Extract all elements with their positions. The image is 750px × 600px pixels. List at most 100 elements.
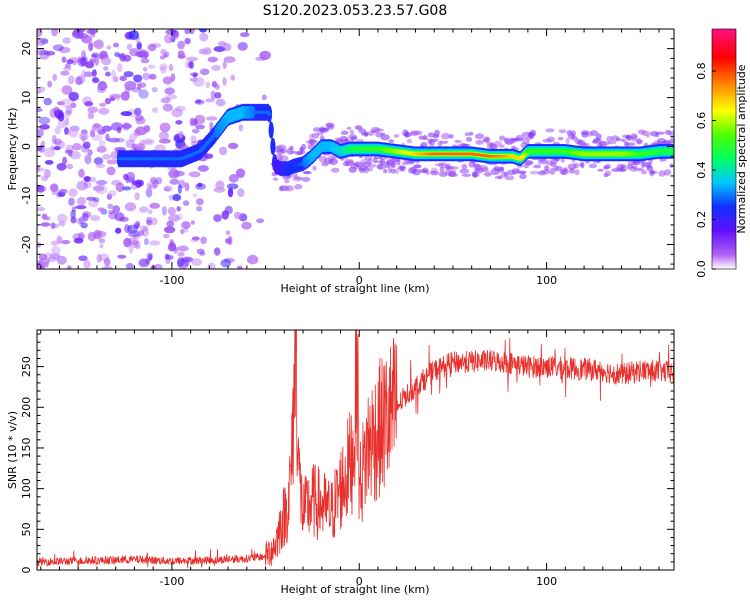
noise-blob	[114, 52, 120, 57]
noise-blob	[97, 207, 105, 212]
noise-blob	[80, 222, 88, 229]
snr-ytick-label: 0	[20, 567, 33, 574]
noise-blob	[124, 202, 137, 212]
spectrogram-ytick-label: -20	[20, 236, 33, 254]
noise-blob	[159, 122, 171, 133]
noise-blob	[132, 233, 141, 239]
snr-ylabel: SNR (10 * v/v)	[6, 411, 19, 489]
noise-blob	[175, 120, 183, 125]
noise-blob	[155, 177, 163, 185]
halo-blob	[449, 166, 459, 170]
halo-blob	[462, 143, 471, 147]
noise-blob	[224, 205, 233, 215]
halo-blob	[304, 171, 312, 175]
noise-blob	[78, 222, 89, 227]
noise-blob	[172, 193, 182, 202]
noise-blob	[188, 29, 195, 35]
noise-blob	[168, 64, 174, 72]
noise-blob	[126, 171, 136, 182]
ridge-segment	[270, 144, 276, 148]
noise-blob	[195, 99, 202, 104]
noise-blob	[76, 218, 83, 225]
halo-blob	[414, 130, 423, 136]
noise-blob	[219, 146, 228, 156]
noise-blob	[87, 231, 96, 242]
noise-blob	[131, 180, 139, 186]
noise-blob	[117, 254, 127, 259]
halo-blob	[358, 128, 367, 134]
noise-blob	[37, 130, 43, 140]
noise-blob	[89, 215, 100, 222]
noise-blob	[192, 128, 200, 134]
noise-blob	[222, 77, 227, 86]
noise-blob	[37, 128, 44, 137]
halo-blob	[522, 138, 530, 145]
noise-blob	[119, 75, 127, 82]
noise-blob	[58, 220, 66, 227]
noise-blob	[44, 50, 56, 56]
noise-blob	[61, 56, 67, 63]
noise-blob	[197, 165, 209, 172]
noise-blob	[228, 173, 239, 183]
noise-blob	[107, 190, 117, 197]
noise-blob	[213, 247, 221, 256]
halo-blob	[340, 130, 349, 135]
noise-blob	[97, 84, 108, 90]
snr-panel: -100 0 100 0 50 100 150 200 250 Height of straig…	[6, 329, 675, 596]
noise-blob	[104, 97, 111, 105]
noise-blob	[164, 33, 174, 44]
halo-blob	[580, 161, 585, 169]
noise-blob	[151, 87, 158, 93]
halo-blob	[619, 166, 627, 172]
noise-blob	[112, 42, 120, 48]
noise-blob	[167, 242, 177, 252]
spectrogram-ytick-label: 0	[20, 143, 33, 150]
snr-xlabel: Height of straight line (km)	[280, 583, 429, 596]
noise-blob	[135, 126, 147, 136]
noise-blob	[168, 214, 180, 222]
halo-blob	[395, 168, 400, 175]
noise-blob	[175, 105, 186, 112]
noise-blob	[192, 72, 198, 78]
halo-blob	[391, 161, 397, 168]
halo-blob	[272, 177, 279, 181]
noise-blob	[87, 149, 93, 156]
colorbar-frame	[711, 28, 737, 270]
noise-blob	[37, 49, 47, 56]
noise-blob	[37, 107, 43, 113]
halo-blob	[401, 166, 406, 172]
halo-blob	[448, 171, 457, 178]
noise-blob	[79, 132, 89, 141]
noise-blob	[85, 61, 95, 69]
noise-blob	[129, 133, 137, 142]
ridge-segment	[268, 128, 274, 132]
noise-blob	[51, 189, 57, 196]
noise-blob	[56, 162, 67, 171]
noise-blob	[227, 235, 233, 246]
halo-blob	[368, 163, 377, 168]
noise-blob	[187, 61, 193, 69]
noise-blob	[139, 206, 149, 213]
halo-blob	[499, 135, 506, 141]
noise-blob	[87, 106, 98, 114]
noise-blob	[52, 44, 64, 51]
halo-blob	[308, 139, 318, 143]
noise-blob	[199, 32, 209, 42]
noise-blob	[117, 63, 123, 73]
noise-blob	[149, 240, 161, 246]
noise-blob	[76, 196, 86, 206]
noise-blob	[152, 107, 159, 113]
noise-blob	[60, 70, 70, 76]
noise-blob	[49, 183, 59, 192]
spectrogram-ylabel: Frequency (Hz)	[6, 108, 19, 191]
halo-blob	[301, 176, 311, 182]
noise-blob	[167, 206, 176, 216]
noise-blob	[149, 177, 158, 184]
noise-blob	[104, 257, 111, 267]
noise-blob	[205, 81, 210, 89]
noise-blob	[207, 262, 216, 269]
halo-blob	[557, 136, 564, 141]
